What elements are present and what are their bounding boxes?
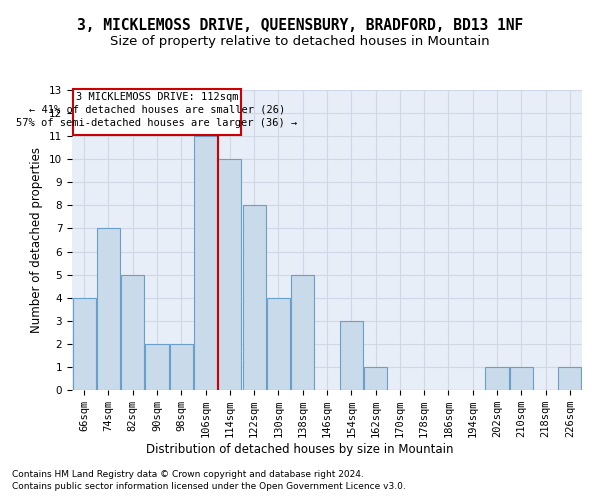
- Text: Contains public sector information licensed under the Open Government Licence v3: Contains public sector information licen…: [12, 482, 406, 491]
- Bar: [194, 136, 217, 390]
- Text: Size of property relative to detached houses in Mountain: Size of property relative to detached ho…: [110, 35, 490, 48]
- Text: Distribution of detached houses by size in Mountain: Distribution of detached houses by size …: [146, 442, 454, 456]
- Bar: [170, 344, 193, 390]
- Bar: [485, 367, 509, 390]
- Bar: [73, 298, 95, 390]
- Bar: [97, 228, 120, 390]
- Text: 3, MICKLEMOSS DRIVE, QUEENSBURY, BRADFORD, BD13 1NF: 3, MICKLEMOSS DRIVE, QUEENSBURY, BRADFOR…: [77, 18, 523, 32]
- Bar: [218, 159, 241, 390]
- Text: ← 41% of detached houses are smaller (26): ← 41% of detached houses are smaller (26…: [29, 104, 285, 115]
- Bar: [510, 367, 533, 390]
- Text: 3 MICKLEMOSS DRIVE: 112sqm: 3 MICKLEMOSS DRIVE: 112sqm: [76, 92, 238, 102]
- Bar: [121, 274, 144, 390]
- Bar: [340, 321, 363, 390]
- FancyBboxPatch shape: [73, 89, 241, 135]
- Bar: [145, 344, 169, 390]
- Bar: [559, 367, 581, 390]
- Text: 57% of semi-detached houses are larger (36) →: 57% of semi-detached houses are larger (…: [16, 118, 298, 128]
- Bar: [364, 367, 387, 390]
- Bar: [267, 298, 290, 390]
- Bar: [242, 206, 266, 390]
- Text: Contains HM Land Registry data © Crown copyright and database right 2024.: Contains HM Land Registry data © Crown c…: [12, 470, 364, 479]
- Y-axis label: Number of detached properties: Number of detached properties: [31, 147, 43, 333]
- Bar: [291, 274, 314, 390]
